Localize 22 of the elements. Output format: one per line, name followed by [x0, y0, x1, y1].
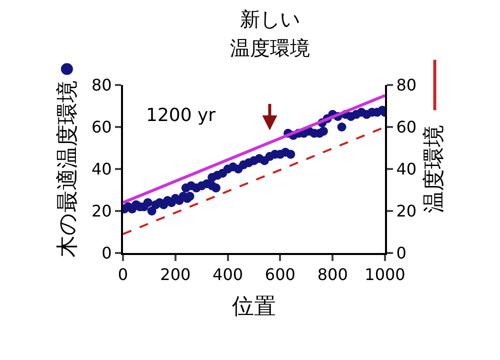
y-tick-label: 20 [91, 202, 112, 221]
annotation: 1200 yr [146, 105, 216, 126]
x-tick-label: 200 [160, 265, 191, 284]
x-tick-label: 1000 [364, 265, 406, 284]
y-tick-label: 80 [91, 76, 112, 95]
y-tick-label: 60 [91, 118, 112, 137]
y2-tick-label: 20 [396, 202, 417, 221]
x-tick-label: 0 [118, 265, 128, 284]
x-tick-label: 600 [264, 265, 296, 284]
y2-axis-title: 温度環境 [422, 125, 447, 213]
x-axis-title: 位置 [232, 294, 276, 320]
chart-title: 新しい [240, 7, 300, 31]
y-tick-label: 0 [102, 244, 112, 263]
y2-tick-label: 80 [396, 76, 417, 95]
x-tick-label: 800 [317, 265, 348, 284]
x-tick-label: 400 [212, 265, 244, 284]
y2-tick-label: 40 [396, 160, 417, 179]
y-tick-label: 40 [91, 160, 112, 179]
y-axis-title: 木の最適温度環境 [56, 80, 81, 258]
chart-subtitle: 温度環境 [230, 36, 310, 60]
y2-tick-label: 0 [396, 244, 406, 263]
y2-tick-label: 60 [396, 118, 417, 137]
